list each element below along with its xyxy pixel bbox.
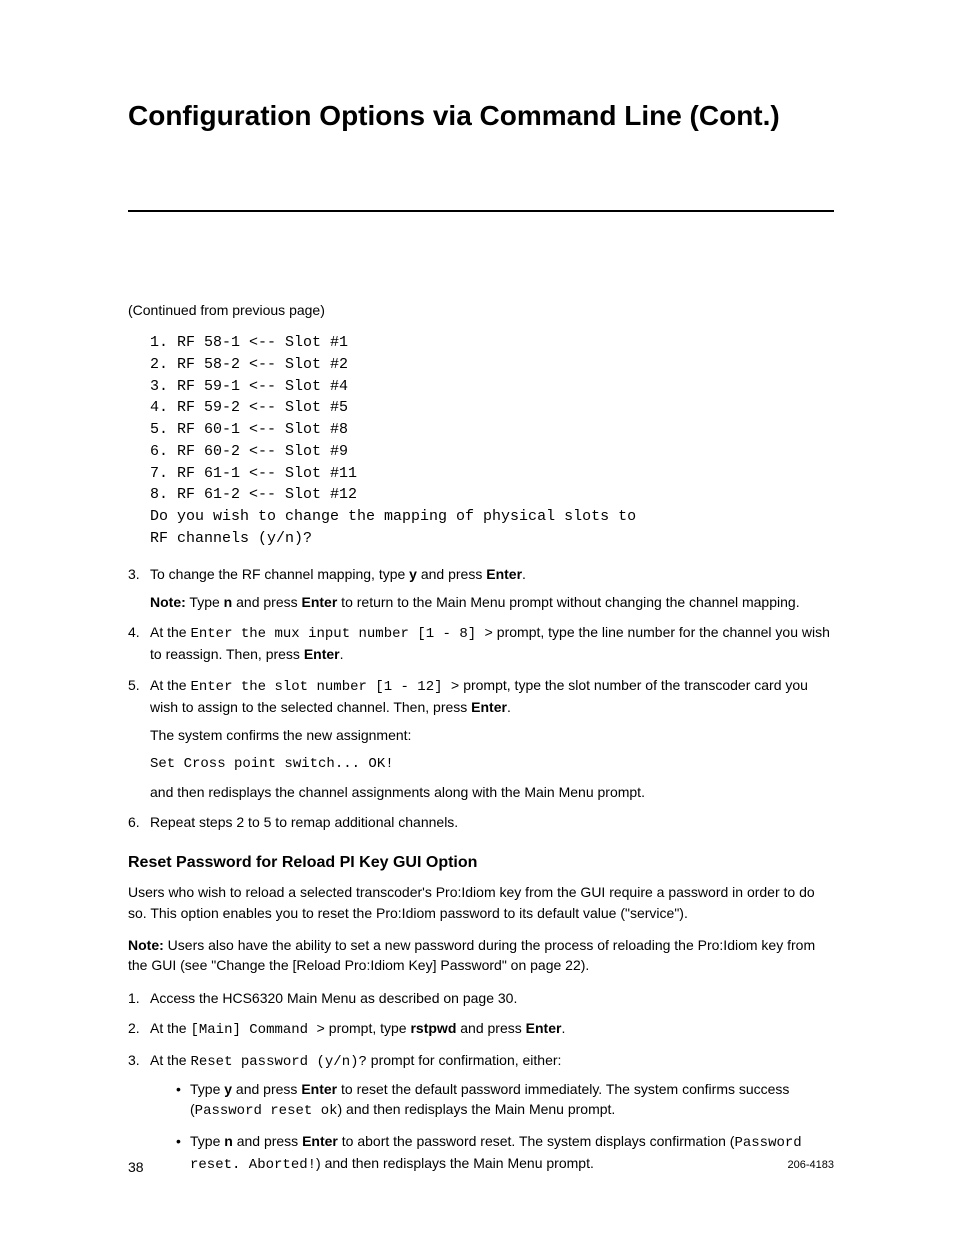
- step-4: 4. At the Enter the mux input number [1 …: [128, 622, 834, 665]
- step-number: 2.: [128, 1018, 140, 1038]
- step-text: Access the HCS6320 Main Menu as describe…: [150, 990, 517, 1006]
- page-title: Configuration Options via Command Line (…: [128, 100, 834, 212]
- step-note: Note: Type n and press Enter to return t…: [150, 592, 834, 612]
- step-number: 4.: [128, 622, 140, 642]
- reset-step-3: 3. At the Reset password (y/n)? prompt f…: [128, 1050, 834, 1175]
- continued-label: (Continued from previous page): [128, 302, 834, 318]
- document-number: 206-4183: [788, 1159, 835, 1171]
- reset-steps-list: 1. Access the HCS6320 Main Menu as descr…: [128, 988, 834, 1176]
- bullet-item: Type y and press Enter to reset the defa…: [150, 1079, 834, 1122]
- note-paragraph: Note: Users also have the ability to set…: [128, 935, 834, 976]
- step-5: 5. At the Enter the slot number [1 - 12]…: [128, 675, 834, 802]
- page-footer: 38 206-4183: [128, 1159, 834, 1175]
- reset-step-1: 1. Access the HCS6320 Main Menu as descr…: [128, 988, 834, 1008]
- paragraph: Users who wish to reload a selected tran…: [128, 882, 834, 923]
- step-3: 3. To change the RF channel mapping, typ…: [128, 564, 834, 613]
- step-text: At the Enter the mux input number [1 - 8…: [150, 624, 830, 662]
- step-number: 6.: [128, 812, 140, 832]
- step-number: 3.: [128, 564, 140, 584]
- code-line: 4. RF 59-2 <-- Slot #5: [150, 399, 348, 416]
- reset-step-2: 2. At the [Main] Command > prompt, type …: [128, 1018, 834, 1040]
- step-number: 5.: [128, 675, 140, 695]
- code-line: 1. RF 58-1 <-- Slot #1: [150, 334, 348, 351]
- step-mono-output: Set Cross point switch... OK!: [150, 754, 834, 774]
- steps-list: 3. To change the RF channel mapping, typ…: [128, 564, 834, 833]
- document-page: Configuration Options via Command Line (…: [0, 0, 954, 1235]
- code-line: Do you wish to change the mapping of phy…: [150, 508, 636, 525]
- step-text: At the [Main] Command > prompt, type rst…: [150, 1020, 565, 1036]
- page-number: 38: [128, 1159, 144, 1175]
- step-number: 1.: [128, 988, 140, 1008]
- step-number: 3.: [128, 1050, 140, 1070]
- step-after: and then redisplays the channel assignme…: [150, 782, 834, 802]
- code-block: 1. RF 58-1 <-- Slot #1 2. RF 58-2 <-- Sl…: [150, 332, 834, 550]
- step-text: Repeat steps 2 to 5 to remap additional …: [150, 814, 458, 830]
- code-line: 7. RF 61-1 <-- Slot #11: [150, 465, 357, 482]
- step-text: At the Enter the slot number [1 - 12] > …: [150, 677, 808, 715]
- code-line: 2. RF 58-2 <-- Slot #2: [150, 356, 348, 373]
- code-line: 8. RF 61-2 <-- Slot #12: [150, 486, 357, 503]
- step-text: At the Reset password (y/n)? prompt for …: [150, 1052, 561, 1068]
- code-line: 5. RF 60-1 <-- Slot #8: [150, 421, 348, 438]
- step-6: 6. Repeat steps 2 to 5 to remap addition…: [128, 812, 834, 832]
- code-line: RF channels (y/n)?: [150, 530, 312, 547]
- step-text: To change the RF channel mapping, type y…: [150, 566, 526, 582]
- code-line: 6. RF 60-2 <-- Slot #9: [150, 443, 348, 460]
- section-heading: Reset Password for Reload PI Key GUI Opt…: [128, 854, 834, 872]
- code-line: 3. RF 59-1 <-- Slot #4: [150, 378, 348, 395]
- step-confirm: The system confirms the new assignment:: [150, 725, 834, 745]
